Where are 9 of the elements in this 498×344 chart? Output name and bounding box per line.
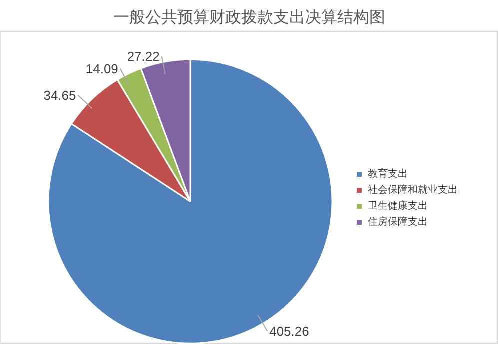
data-label: 34.65 (44, 88, 76, 103)
legend-label: 教育支出 (368, 168, 408, 181)
data-label: 27.22 (127, 49, 160, 64)
legend-label: 住房保障支出 (368, 216, 428, 229)
chart-title: 一般公共预算财政拨款支出决算结构图 (114, 8, 386, 26)
legend-label: 社会保障和就业支出 (368, 184, 458, 197)
data-label: 14.09 (86, 61, 118, 76)
data-label: 405.26 (270, 324, 310, 339)
legend-label: 卫生健康支出 (368, 200, 428, 213)
